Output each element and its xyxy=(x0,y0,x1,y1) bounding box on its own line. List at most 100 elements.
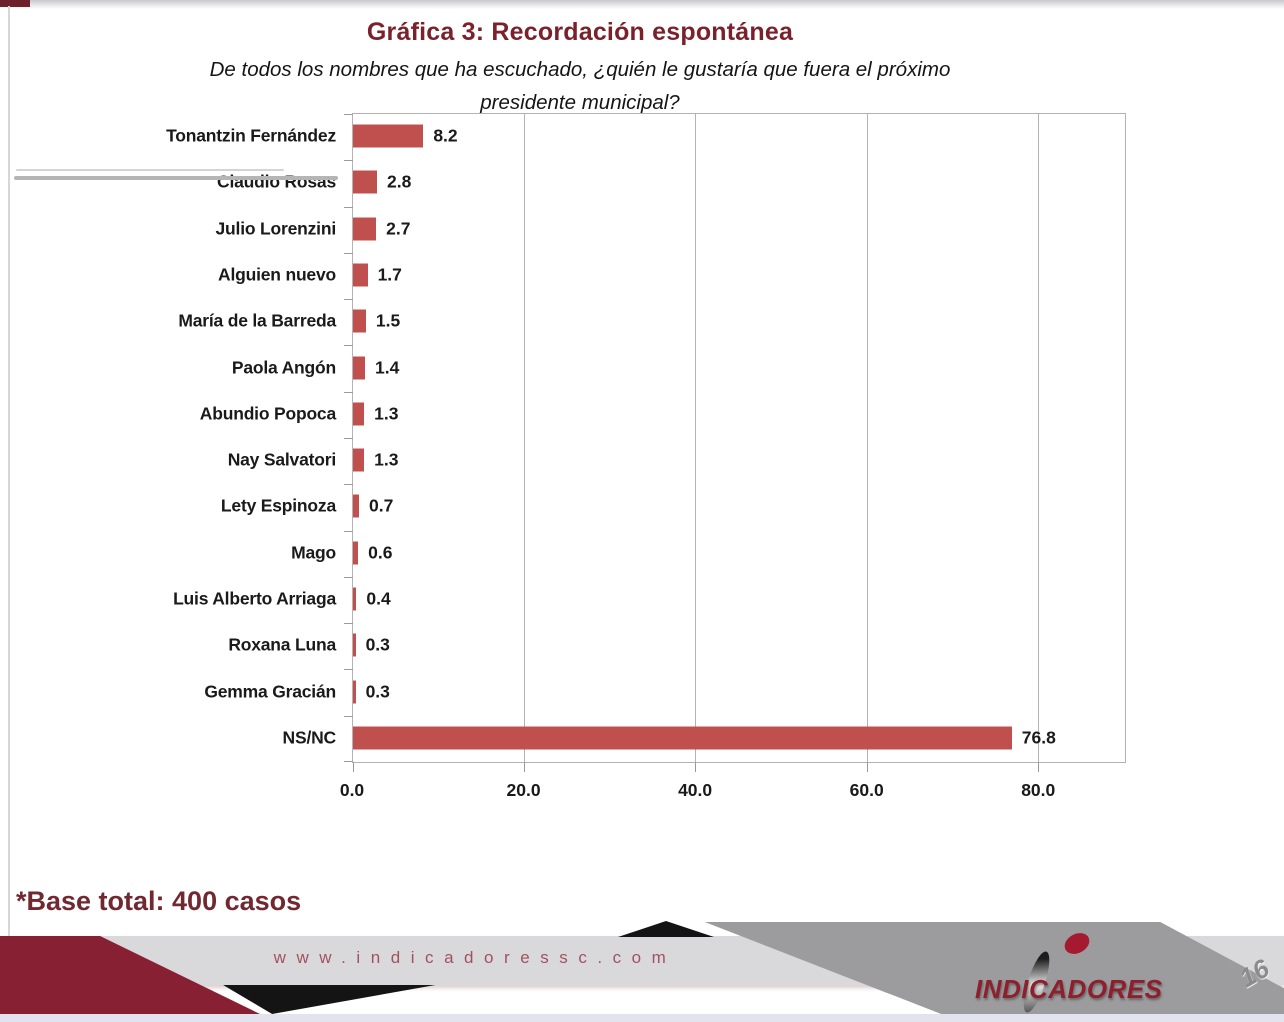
category-label: Roxana Luna xyxy=(228,634,336,655)
x-axis-tick xyxy=(353,762,354,772)
value-label: 1.3 xyxy=(374,403,399,424)
value-label: 1.7 xyxy=(377,264,402,285)
footer-black-triangle-top xyxy=(618,921,714,937)
y-axis-tick xyxy=(344,438,353,439)
x-axis-tick xyxy=(866,762,868,772)
bar xyxy=(353,356,365,380)
bar xyxy=(353,587,357,611)
y-axis-tick xyxy=(344,576,353,578)
y-axis-tick xyxy=(344,530,353,532)
gridline xyxy=(523,114,525,762)
indicadores-logo: INDICADORES xyxy=(960,922,1200,1016)
base-total-note: *Base total: 400 casos xyxy=(16,886,302,916)
category-label: Tonantzin Fernández xyxy=(166,125,336,146)
bar xyxy=(353,448,365,472)
x-axis-tick-label: 20.0 xyxy=(506,780,541,800)
x-axis-tick-label: 80.0 xyxy=(1021,780,1056,800)
value-label: 0.3 xyxy=(365,681,390,702)
y-axis-tick xyxy=(344,160,353,162)
y-axis-tick xyxy=(344,345,353,347)
bar xyxy=(353,124,424,148)
x-axis-labels: 0.0 20.0 40.0 60.0 80.0 xyxy=(340,780,1126,804)
value-label: 0.4 xyxy=(366,588,391,609)
value-label: 0.3 xyxy=(365,634,390,655)
value-label: 1.3 xyxy=(374,449,399,470)
category-label: Alguien nuevo xyxy=(218,264,336,285)
website-url: www.indicadoressc.com xyxy=(273,948,677,967)
page-left-border xyxy=(8,6,10,1016)
logo-text: INDICADORES xyxy=(975,974,1163,1004)
y-axis-tick xyxy=(344,299,353,301)
chart-row: Roxana Luna 0.3 xyxy=(0,622,1130,668)
x-axis-tick-label: 40.0 xyxy=(678,780,713,800)
x-axis-tick-label: 60.0 xyxy=(849,780,884,800)
category-label: Gemma Gracián xyxy=(204,681,336,702)
x-axis-tick xyxy=(695,762,697,772)
chart-row: Lety Espinoza 0.7 xyxy=(0,483,1130,529)
bar xyxy=(353,402,365,426)
chart-header: Gráfica 3: Recordación espontánea De tod… xyxy=(10,0,1150,119)
chart-subtitle: De todos los nombres que ha escuchado, ¿… xyxy=(10,53,1150,119)
bar xyxy=(353,541,359,565)
category-label: María de la Barreda xyxy=(178,310,336,331)
page-top-shadow xyxy=(0,0,1284,9)
value-label: 0.7 xyxy=(369,495,394,516)
bar xyxy=(353,494,359,518)
gridline xyxy=(1038,114,1040,762)
chart-row: Mago 0.6 xyxy=(0,530,1130,576)
chart-subtitle-line2: presidente municipal? xyxy=(480,91,680,114)
category-label: Paola Angón xyxy=(231,357,336,378)
chart-row: Nay Salvatori 1.3 xyxy=(0,437,1130,483)
chart-row: Abundio Popoca 1.3 xyxy=(0,391,1130,437)
chart-title: Gráfica 3: Recordación espontánea xyxy=(366,18,794,46)
chart-row: Paola Angón 1.4 xyxy=(0,344,1130,390)
corner-accent xyxy=(0,0,30,7)
y-axis-tick xyxy=(344,669,353,671)
y-axis-tick xyxy=(344,761,353,762)
bar xyxy=(353,680,356,704)
scan-artifact-line-thick xyxy=(14,176,338,180)
category-label: Luis Alberto Arriaga xyxy=(173,588,336,609)
y-axis-tick xyxy=(344,114,353,115)
bar xyxy=(353,633,356,657)
chart-rows: Tonantzin Fernández 8.2 Claudio Rosas 2.8 Ju… xyxy=(0,113,1130,763)
bar xyxy=(353,309,366,333)
bar xyxy=(353,726,1012,750)
chart-row: María de la Barreda 1.5 xyxy=(0,298,1130,344)
chart-row: Julio Lorenzini 2.7 xyxy=(0,206,1130,252)
x-axis-tick-label: 0.0 xyxy=(339,780,365,800)
x-axis-tick xyxy=(1038,762,1040,772)
y-axis-tick xyxy=(344,623,353,625)
chart-row: Luis Alberto Arriaga 0.4 xyxy=(0,576,1130,622)
value-label: 0.6 xyxy=(368,542,393,563)
y-axis-tick xyxy=(344,206,353,208)
y-axis-tick xyxy=(344,484,353,486)
gridline xyxy=(866,114,868,762)
category-label: Nay Salvatori xyxy=(227,449,336,470)
bar xyxy=(353,170,378,194)
y-axis-tick xyxy=(344,252,353,254)
chart-row: Alguien nuevo 1.7 xyxy=(0,252,1130,298)
chart-row: Tonantzin Fernández 8.2 xyxy=(0,113,1130,159)
category-label: Abundio Popoca xyxy=(199,403,336,424)
chart-row: NS/NC 76.8 xyxy=(0,715,1130,761)
page-bottom-strip xyxy=(0,1014,1284,1022)
chart-row: Claudio Rosas 2.8 xyxy=(0,159,1130,205)
category-label: Lety Espinoza xyxy=(220,495,336,516)
x-axis-tick xyxy=(523,762,525,772)
y-axis-tick xyxy=(344,391,353,393)
value-label: 2.7 xyxy=(386,218,411,239)
plot-area xyxy=(344,113,1126,772)
category-label: Julio Lorenzini xyxy=(215,218,337,239)
gridline xyxy=(695,114,697,762)
value-label: 1.4 xyxy=(375,357,400,378)
logo-red-dot-icon xyxy=(1061,929,1093,958)
value-label: 76.8 xyxy=(1021,727,1056,748)
y-axis-tick xyxy=(344,715,353,717)
value-label: 8.2 xyxy=(433,125,458,146)
value-label: 2.8 xyxy=(387,171,412,192)
bar xyxy=(353,217,377,241)
category-label: NS/NC xyxy=(282,727,337,748)
bar xyxy=(353,263,368,287)
chart-row: Gemma Gracián 0.3 xyxy=(0,668,1130,714)
